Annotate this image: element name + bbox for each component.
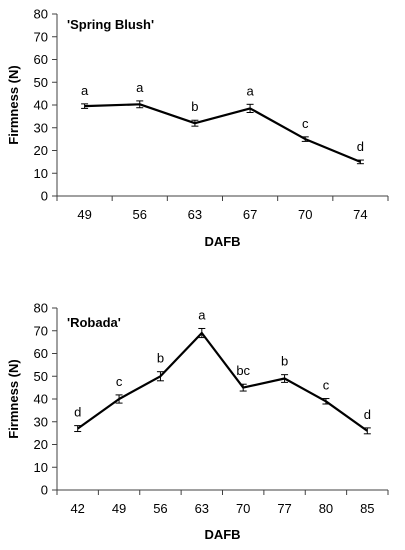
panel-1-x-tick-label: 70 [298,207,312,222]
panel-1-y-tick-label: 10 [34,166,48,181]
panel-1-y-tick-label: 30 [34,120,48,135]
panel-2-data-label: a [198,307,206,322]
panel-1-data-label: d [357,139,364,154]
panel-2-x-tick-label: 85 [360,501,374,516]
panel-2-data-label: c [323,378,330,393]
panel-2-y-tick-label: 40 [34,392,48,407]
panel-1-data-label: a [246,83,254,98]
panel-2-y-tick-label: 30 [34,414,48,429]
panel-2-data-label: bc [236,363,250,378]
panel-1-data-label: c [302,116,309,131]
panel-2-y-tick-label: 20 [34,437,48,452]
panel-1-title: 'Spring Blush' [67,17,154,32]
panel-2-x-tick-label: 70 [236,501,250,516]
panel-2-y-tick-label: 50 [34,369,48,384]
panel-2-y-tick-label: 80 [34,301,48,316]
panel-2-x-tick-label: 80 [319,501,333,516]
panel-1-y-tick-label: 70 [34,29,48,44]
panel-2-data-label: d [364,407,371,422]
panel-2-x-tick-label: 56 [153,501,167,516]
panel-1-y-axis-title: Firmness (N) [6,65,21,144]
panel-2-y-axis-title: Firmness (N) [6,359,21,438]
panel-2-x-tick-label: 63 [195,501,209,516]
panel-1-series-line [84,103,361,163]
panel-2-y-tick-label: 70 [34,323,48,338]
panel-2-x-tick-label: 49 [112,501,126,516]
panel-2-y-tick-label: 60 [34,346,48,361]
panel-1-y-tick-label: 50 [34,75,48,90]
panel-1-x-tick-label: 63 [188,207,202,222]
panel-2-data-label: c [116,374,123,389]
panel-1-data-label: a [136,80,144,95]
panel-2-x-tick-label: 42 [70,501,84,516]
panel-2-series-line [77,331,368,432]
panel-2-y-tick-label: 10 [34,460,48,475]
panel-1-y-tick-label: 40 [34,98,48,113]
panel-1-x-tick-label: 49 [77,207,91,222]
panel-2-data-label: b [281,354,288,369]
panel-1-x-axis-title: DAFB [204,234,240,249]
panel-2-x-tick-label: 77 [277,501,291,516]
panel-1-y-tick-label: 80 [34,7,48,22]
panel-1-data-label: b [191,99,198,114]
panel-1-x-tick-label: 74 [353,207,367,222]
panel-1-x-tick-label: 67 [243,207,257,222]
panel-2-x-axis-title: DAFB [204,527,240,542]
panel-1-data-label: a [81,83,89,98]
panel-1-x-tick-label: 56 [133,207,147,222]
panel-1-y-tick-label: 20 [34,143,48,158]
panel-1-y-tick-label: 0 [41,189,48,204]
panel-2-title: 'Robada' [67,315,121,330]
panel-2-y-tick-label: 0 [41,483,48,498]
panel-1-y-tick-label: 60 [34,52,48,67]
panel-2-data-label: d [74,405,81,420]
panel-2-data-label: b [157,351,164,366]
